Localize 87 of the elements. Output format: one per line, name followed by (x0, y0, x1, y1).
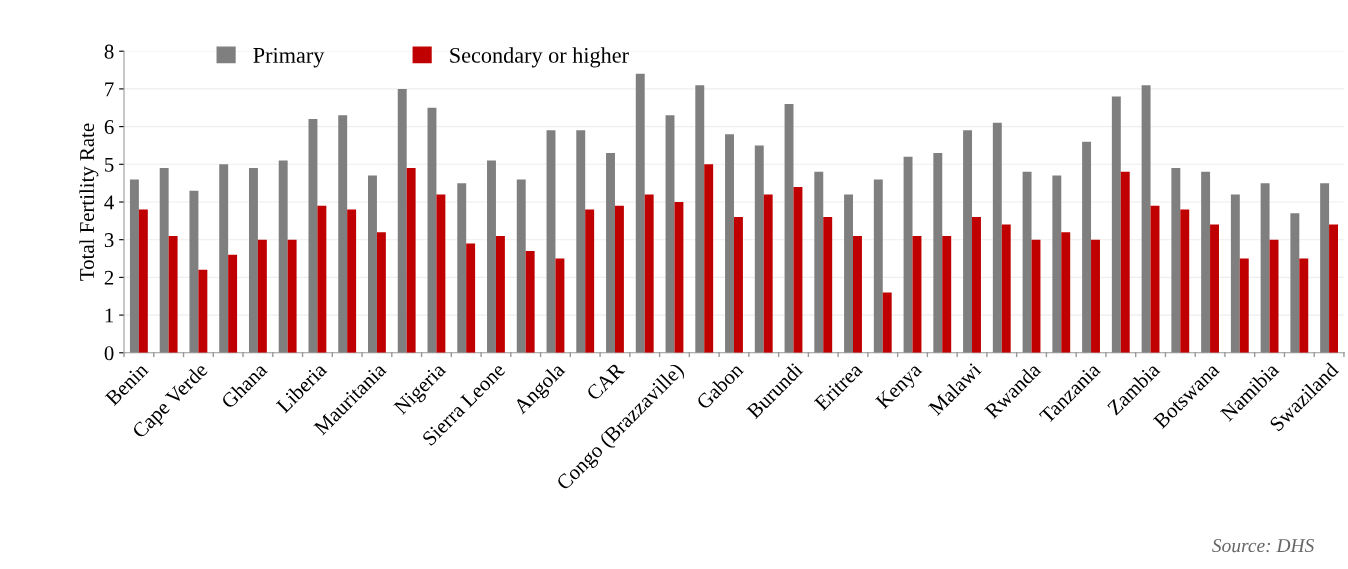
bar (219, 164, 229, 353)
legend-label: Secondary or higher (450, 47, 629, 68)
legend-label: Primary (253, 47, 325, 68)
y-tick-label: 3 (104, 233, 114, 248)
bar (963, 130, 973, 353)
bar (1111, 96, 1121, 353)
bar (198, 269, 208, 353)
bar (406, 168, 416, 353)
y-tick-label: 0 (104, 346, 114, 361)
bar (466, 243, 476, 353)
y-tick-label: 1 (105, 308, 114, 323)
bar (1299, 258, 1309, 353)
bar (287, 239, 297, 353)
bar (368, 175, 377, 353)
bar (992, 122, 1002, 353)
bar (1001, 224, 1011, 353)
bar (338, 115, 348, 353)
bar (129, 179, 139, 353)
y-tick-label: 2 (104, 270, 114, 285)
bar (814, 171, 824, 353)
bar (853, 235, 862, 353)
bar (754, 145, 764, 353)
bar (614, 205, 624, 353)
bar (844, 194, 853, 353)
bar (903, 156, 913, 353)
bar (793, 186, 803, 353)
bar (873, 179, 883, 353)
bar (1052, 175, 1062, 353)
bar (733, 217, 743, 353)
bar (347, 209, 357, 353)
bar (1171, 168, 1181, 353)
bar (882, 292, 892, 353)
bar (1061, 232, 1071, 353)
bar (674, 202, 684, 353)
bar (1210, 224, 1219, 353)
bar (704, 164, 714, 353)
bar (495, 235, 505, 353)
bar (1180, 209, 1190, 353)
bar (436, 194, 446, 353)
bar (317, 205, 327, 353)
bar (1239, 258, 1249, 353)
bar (257, 239, 267, 353)
bar (189, 190, 199, 353)
y-tick-label: 8 (104, 44, 114, 59)
bar (457, 183, 467, 353)
bar (376, 232, 386, 353)
bar (228, 254, 238, 353)
bar (138, 209, 148, 353)
bar (1120, 171, 1130, 353)
bar (1082, 141, 1092, 353)
y-axis-title: Total Fertility Rate (79, 123, 99, 281)
bar (763, 194, 773, 353)
bar (576, 130, 586, 353)
bar (1022, 171, 1032, 353)
bar (516, 179, 526, 353)
bar (933, 152, 943, 353)
bar (942, 235, 952, 353)
bar (248, 168, 258, 353)
bar (972, 217, 981, 353)
y-tick-label: 7 (105, 82, 114, 97)
bar (1320, 183, 1330, 353)
bar (278, 160, 288, 353)
bar (1329, 224, 1339, 353)
bar (159, 168, 169, 353)
y-tick-label: 6 (104, 120, 114, 135)
y-tick-label: 5 (105, 157, 114, 172)
bar (397, 88, 407, 353)
bar (1141, 85, 1151, 353)
bar (1230, 194, 1240, 353)
y-tick-label: 4 (104, 195, 114, 210)
bar (555, 258, 565, 353)
bar (168, 235, 178, 353)
bar (525, 251, 535, 353)
bar (606, 152, 615, 353)
bar (1260, 183, 1270, 353)
bar (1290, 213, 1300, 353)
bar (585, 209, 595, 353)
bar (487, 160, 496, 353)
bar (308, 119, 318, 353)
bar (823, 217, 833, 353)
bar (695, 85, 705, 353)
bar (635, 73, 645, 353)
bar (644, 194, 654, 353)
bar (1091, 239, 1100, 353)
bar (725, 134, 734, 353)
bar (1201, 171, 1211, 353)
source-note: Source: DHS (1212, 539, 1314, 553)
